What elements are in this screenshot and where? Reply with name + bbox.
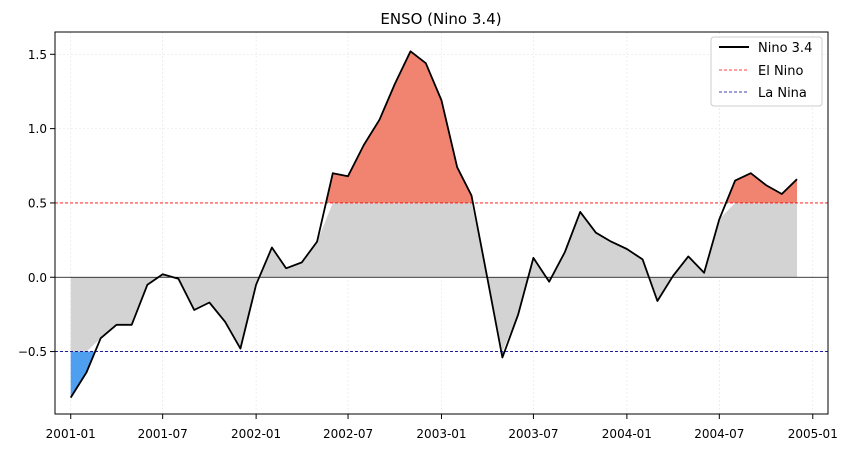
- x-tick-label-7: 2004-07: [694, 427, 744, 441]
- x-tick-label-1: 2001-07: [138, 427, 188, 441]
- y-tick-label-4: 1.5: [28, 48, 47, 62]
- y-tick-label-0: −0.5: [18, 345, 47, 359]
- legend-label-nino34: Nino 3.4: [758, 41, 812, 56]
- x-tick-label-3: 2002-07: [323, 427, 373, 441]
- y-axis-ticks: −0.5 0.0 0.5 1.0 1.5: [18, 48, 55, 359]
- x-tick-label-8: 2005-01: [788, 427, 838, 441]
- x-tick-label-5: 2003-07: [508, 427, 558, 441]
- reference-lines: [55, 202, 828, 352]
- el-nino-area-1: [726, 173, 797, 203]
- x-tick-label-6: 2004-01: [602, 427, 652, 441]
- x-axis-ticks: 2001-01 2001-07 2002-01 2002-07 2003-01 2003-…: [46, 414, 838, 441]
- series-layer: [69, 50, 798, 399]
- x-tick-label-0: 2001-01: [46, 427, 96, 441]
- fill-layer: [70, 51, 797, 398]
- series-line-nino34: [69, 50, 798, 399]
- legend-label-el-nino: El Nino: [758, 64, 804, 79]
- x-tick-label-2: 2002-01: [231, 427, 281, 441]
- chart-title: ENSO (Nino 3.4): [380, 10, 501, 28]
- legend-label-la-nina: La Nina: [758, 86, 807, 101]
- y-tick-label-3: 1.0: [28, 122, 47, 136]
- y-tick-label-1: 0.0: [28, 271, 47, 285]
- x-tick-label-4: 2003-01: [416, 427, 466, 441]
- legend-box: [710, 36, 823, 107]
- la-nina-area-0: [70, 351, 96, 398]
- legend: Nino 3.4 El Nino La Nina: [710, 36, 823, 107]
- y-tick-label-2: 0.5: [28, 196, 47, 210]
